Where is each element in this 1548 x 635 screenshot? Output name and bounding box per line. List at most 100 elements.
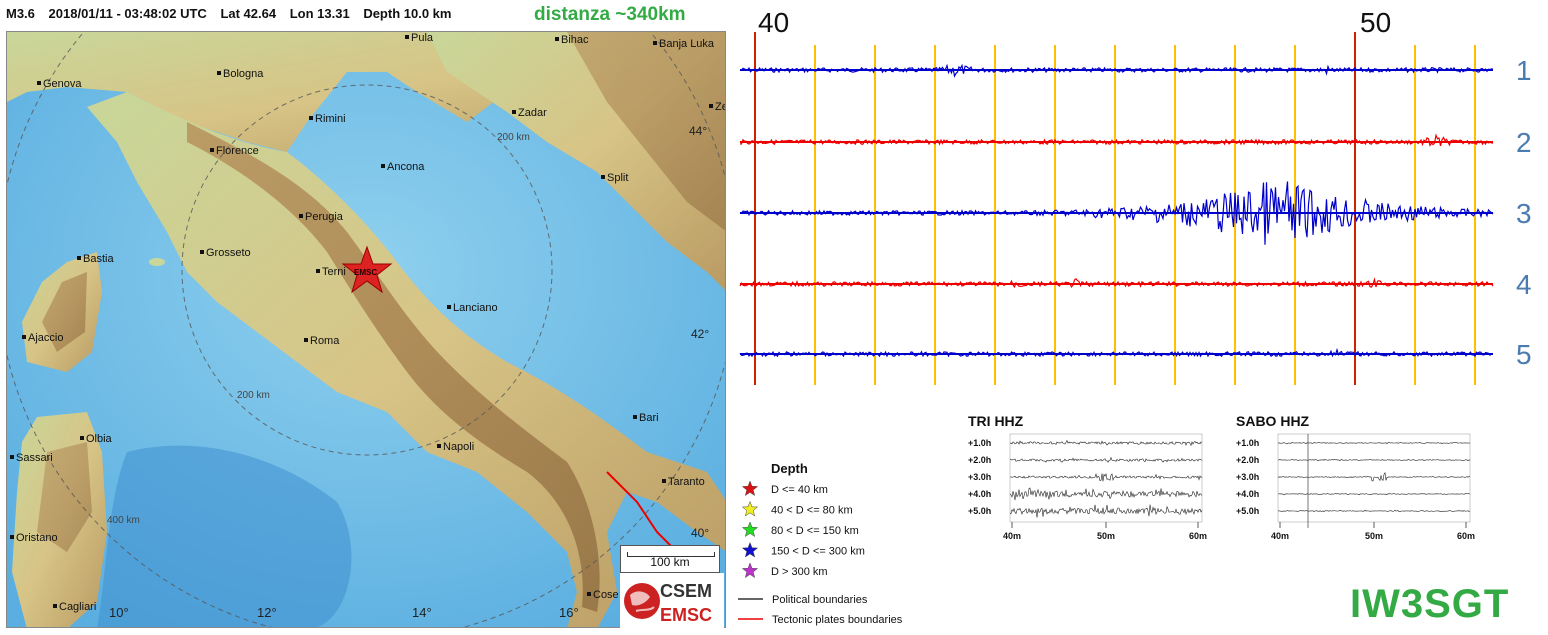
city-marker xyxy=(437,444,441,448)
helicorder-title: TRI HHZ xyxy=(968,413,1024,429)
city-marker xyxy=(80,436,84,440)
helicorder-trace xyxy=(1009,487,1203,501)
helicorder-trace xyxy=(1009,504,1203,518)
legend-line-label: Political boundaries xyxy=(772,594,868,606)
minute-label: 50 xyxy=(1360,7,1391,38)
helicorder-row-label: +3.0h xyxy=(1236,472,1259,482)
seismogram-trace xyxy=(739,277,1494,289)
csem-emsc-logo: CSEM EMSC xyxy=(620,573,724,629)
helicorder-trace xyxy=(1009,472,1203,482)
city-label: Split xyxy=(607,172,628,184)
elba xyxy=(149,258,165,266)
distance-ring-200km xyxy=(181,84,553,456)
city-marker xyxy=(53,604,57,608)
helicorder-tri: TRI HHZ +1.0h +2.0h +3.0h +4.0h +5.0h 40m 50m 60… xyxy=(960,410,1220,560)
event-magnitude: M3.6 xyxy=(6,6,35,21)
legend-line-label: Tectonic plates boundaries xyxy=(772,614,903,626)
city-marker xyxy=(304,338,308,342)
trace-number-label: 3 xyxy=(1516,198,1532,229)
trace-number-label: 4 xyxy=(1516,269,1532,300)
city-marker xyxy=(601,175,605,179)
helicorder-trace xyxy=(1277,509,1471,513)
city-label: Olbia xyxy=(86,433,113,445)
depth-star-icon xyxy=(741,521,759,538)
logo-text-top: CSEM xyxy=(660,581,712,601)
distance-ring-label: 200 km xyxy=(497,132,530,143)
city-marker xyxy=(447,305,451,309)
city-marker xyxy=(22,335,26,339)
helicorder-title: SABO HHZ xyxy=(1236,413,1310,429)
helicorder-row-label: +5.0h xyxy=(1236,506,1259,516)
city-marker xyxy=(299,214,303,218)
event-datetime: 2018/01/11 - 03:48:02 UTC xyxy=(48,6,207,21)
station-callsign: IW3SGT xyxy=(1350,582,1510,626)
helicorder-tick-label: 50m xyxy=(1365,531,1383,541)
city-label: Ze xyxy=(715,101,726,113)
longitude-label: 16° xyxy=(559,605,579,620)
longitude-label: 10° xyxy=(109,605,129,620)
city-marker xyxy=(200,250,204,254)
helicorder-trace xyxy=(1009,456,1203,463)
helicorder-trace xyxy=(1009,439,1203,447)
helicorder-tick-label: 60m xyxy=(1189,531,1207,541)
epicenter-star-icon xyxy=(341,245,393,294)
helicorder-tick-label: 60m xyxy=(1457,531,1475,541)
epicenter-label: EMSC xyxy=(354,268,377,277)
city-marker xyxy=(10,535,14,539)
city-label: Cagliari xyxy=(59,601,96,613)
helicorder-trace xyxy=(1277,493,1471,496)
city-label: Ancona xyxy=(387,161,425,173)
helicorder-trace xyxy=(1277,442,1471,445)
city-label: Banja Luka xyxy=(659,38,715,50)
seismogram-trace xyxy=(739,133,1494,147)
event-longitude: Lon 13.31 xyxy=(289,6,350,21)
city-label: Zadar xyxy=(518,107,547,119)
city-label: Roma xyxy=(310,335,340,347)
city-label: Taranto xyxy=(668,476,705,488)
city-marker xyxy=(210,148,214,152)
city-marker xyxy=(405,35,409,39)
city-label: Ajaccio xyxy=(28,332,63,344)
depth-legend: Depth D <= 40 km 40 < D <= 80 km 80 < D <= … xyxy=(738,458,953,630)
corsica-mountains xyxy=(42,272,87,352)
depth-star-icon xyxy=(741,562,759,579)
city-label: Napoli xyxy=(443,441,474,453)
map-scale-bar: 100 km xyxy=(620,545,720,573)
helicorder-row-label: +2.0h xyxy=(1236,455,1259,465)
city-marker xyxy=(77,256,81,260)
longitude-label: 14° xyxy=(412,605,432,620)
event-depth: Depth 10.0 km xyxy=(363,6,452,21)
city-label: Oristano xyxy=(16,532,58,544)
city-label: Sassari xyxy=(16,452,53,464)
helicorder-row-label: +3.0h xyxy=(968,472,991,482)
legend-item-label: D <= 40 km xyxy=(771,484,828,496)
trace-number-label: 1 xyxy=(1516,55,1532,86)
city-label: Lanciano xyxy=(453,302,498,314)
trace-number-label: 5 xyxy=(1516,339,1532,370)
sardinia-mountains xyxy=(37,442,92,552)
latitude-label: 40° xyxy=(691,526,709,540)
city-label: Cose xyxy=(593,589,619,601)
depth-star-icon xyxy=(741,480,759,497)
helicorder-row-label: +5.0h xyxy=(968,506,991,516)
city-label: Bologna xyxy=(223,68,264,80)
city-label: Florence xyxy=(216,145,259,157)
seismogram-panel: 40 50 1 2 3 4 5 xyxy=(736,0,1548,405)
epicenter-map: Pula Bihac Banja Luka Genova Bologna Rimini Za… xyxy=(6,31,726,628)
helicorder-row-label: +4.0h xyxy=(968,489,991,499)
helicorder-sabo: SABO HHZ +1.0h +2.0h +3.0h +4.0h +5.0h 40m 50m 6… xyxy=(1228,410,1488,560)
event-distance: distanza ~340km xyxy=(534,4,686,25)
depth-star-icon xyxy=(741,500,759,517)
city-marker xyxy=(309,116,313,120)
city-label: Rimini xyxy=(315,113,346,125)
legend-item-label: 80 < D <= 150 km xyxy=(771,525,859,537)
trace-number-label: 2 xyxy=(1516,127,1532,158)
helicorder-row-label: +4.0h xyxy=(1236,489,1259,499)
legend-title: Depth xyxy=(771,461,808,476)
helicorder-row-label: +1.0h xyxy=(1236,438,1259,448)
city-label: Bihac xyxy=(561,34,589,46)
city-marker xyxy=(37,81,41,85)
city-marker xyxy=(633,415,637,419)
helicorder-trace xyxy=(1277,458,1471,462)
distance-ring-label: 400 km xyxy=(107,515,140,526)
